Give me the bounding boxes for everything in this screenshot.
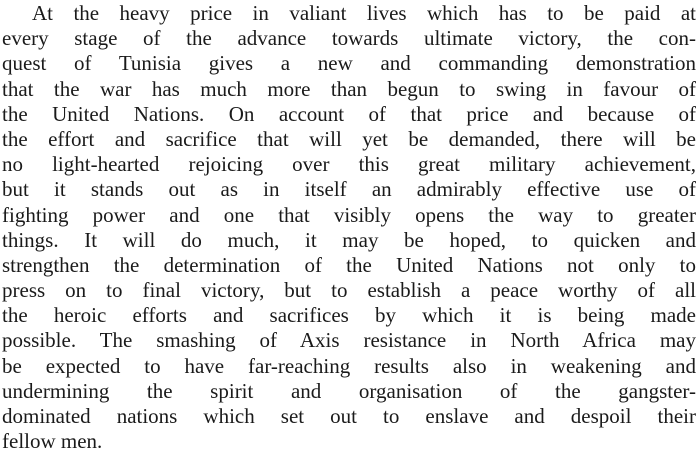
text-line: but it stands out as in itself an admira… xyxy=(2,177,696,202)
text-line: press on to final victory, but to establ… xyxy=(2,278,696,303)
text-line: fellow men. xyxy=(2,429,103,454)
text-line: the United Nations. On account of that p… xyxy=(2,101,696,126)
text-line: quest of Tunisia gives a new and command… xyxy=(2,51,696,76)
text-line: undermining the spirit and organisation … xyxy=(2,378,696,403)
text-line: every stage of the advance towards ultim… xyxy=(2,26,696,51)
text-line: dominated nations which set out to ensla… xyxy=(2,404,696,428)
text-line: fighting power and one that visibly open… xyxy=(2,202,696,227)
text-line: the heroic efforts and sacrifices by whi… xyxy=(2,303,696,328)
text-line: things. It will do much, it may be hoped… xyxy=(2,227,696,252)
text-line: strengthen the determination of the Unit… xyxy=(2,252,696,277)
text-line: At the heavy price in valiant lives whic… xyxy=(32,1,696,25)
text-line: be expected to have far-reaching results… xyxy=(2,353,696,378)
text-line: possible. The smashing of Axis resistanc… xyxy=(2,328,696,353)
text-line: no light-hearted rejoicing over this gre… xyxy=(2,152,696,177)
text-line: the effort and sacrifice that will yet b… xyxy=(2,126,696,151)
text-line: that the war has much more than begun to… xyxy=(2,76,696,101)
